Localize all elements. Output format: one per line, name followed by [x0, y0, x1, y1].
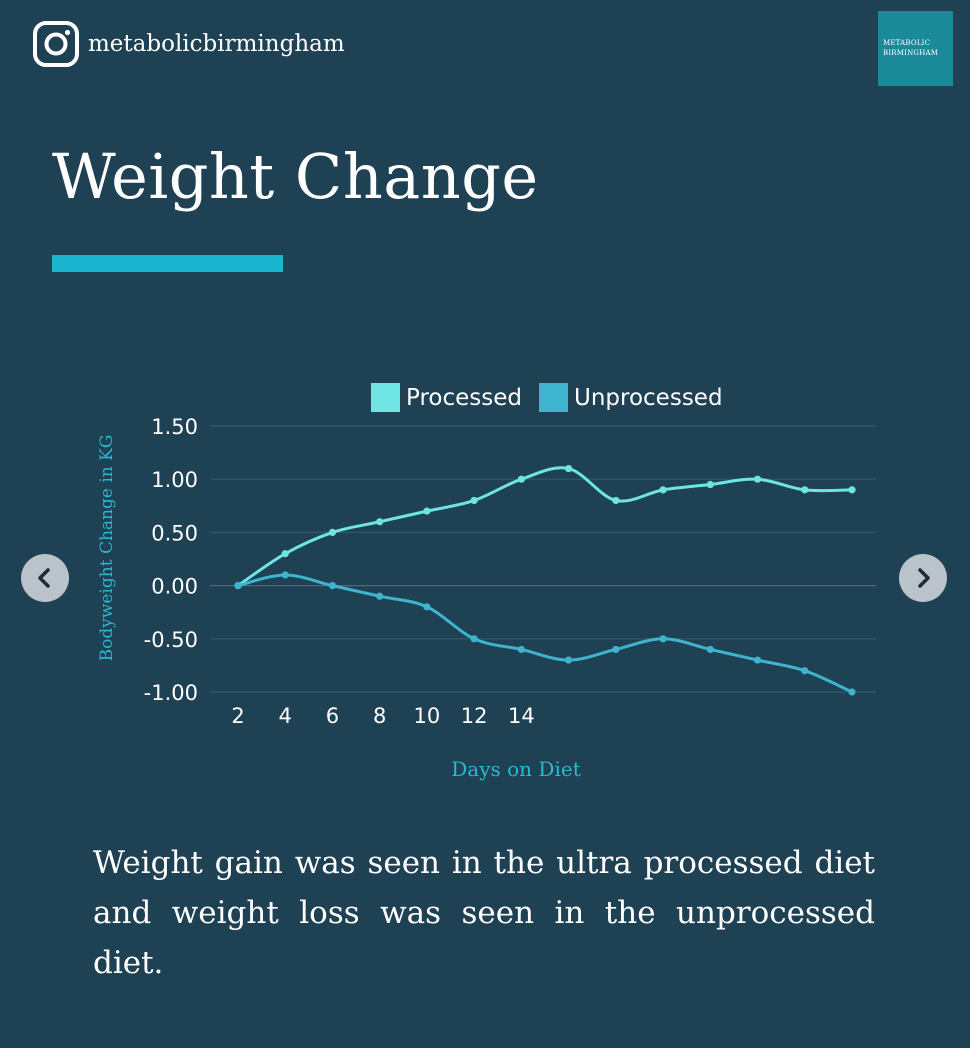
data-point-unprocessed: [565, 656, 573, 664]
chevron-right-icon: [918, 568, 930, 588]
next-slide-button[interactable]: [899, 554, 947, 602]
data-point-processed: [517, 475, 525, 483]
x-tick-label: 8: [373, 704, 386, 728]
x-tick-label: 4: [279, 704, 292, 728]
data-point-unprocessed: [234, 582, 242, 590]
title-underline: [52, 255, 283, 272]
y-tick-label: -0.50: [144, 628, 198, 652]
chart-legend: Processed Unprocessed: [371, 383, 723, 412]
series-line-unprocessed: [237, 573, 853, 694]
data-point-processed: [706, 480, 714, 489]
x-tick-label: 14: [508, 704, 535, 728]
data-point-unprocessed: [328, 582, 337, 590]
instagram-icon[interactable]: [32, 20, 80, 68]
data-point-processed: [376, 518, 384, 526]
y-tick-label: 0.50: [151, 521, 198, 545]
account-header: metabolicbirmingham: [32, 20, 345, 68]
data-point-unprocessed: [801, 667, 809, 675]
logo-line-2: BIRMINGHAM: [883, 49, 939, 57]
data-point-processed: [659, 486, 667, 494]
page-title: Weight Change: [52, 140, 539, 213]
data-point-unprocessed: [612, 645, 620, 654]
x-axis-label: Days on Diet: [451, 757, 580, 781]
data-point-processed: [801, 486, 809, 494]
data-point-unprocessed: [517, 645, 525, 654]
data-point-processed: [848, 486, 856, 494]
x-axis-ticks: 2 4 6 8 10 12 14: [231, 704, 534, 728]
data-point-unprocessed: [706, 645, 714, 654]
data-point-unprocessed: [753, 656, 762, 664]
y-axis-label: Bodyweight Change in KG: [97, 435, 117, 662]
legend-label-unprocessed: Unprocessed: [574, 385, 723, 411]
y-tick-label: 1.00: [151, 468, 198, 492]
caption-text: Weight gain was seen in the ultra proces…: [93, 845, 875, 981]
x-tick-label: 12: [461, 704, 488, 728]
brand-logo: METABOLIC BIRMINGHAM: [878, 11, 953, 86]
legend-swatch-processed: [371, 383, 400, 412]
y-tick-label: 0.00: [151, 575, 198, 599]
chart-series: [234, 464, 856, 696]
data-point-unprocessed: [376, 592, 384, 600]
x-tick-label: 6: [326, 704, 339, 728]
legend-label-processed: Processed: [406, 385, 522, 411]
data-point-processed: [328, 528, 337, 537]
y-tick-label: -1.00: [144, 681, 198, 705]
series-line-processed: [237, 466, 853, 587]
previous-slide-button[interactable]: [21, 554, 69, 602]
y-axis-ticks: 1.50 1.00 0.50 0.00 -0.50 -1.00: [144, 415, 198, 705]
data-point-unprocessed: [281, 571, 289, 579]
data-point-processed: [565, 464, 573, 473]
account-handle[interactable]: metabolicbirmingham: [88, 31, 345, 57]
logo-line-1: METABOLIC: [883, 39, 931, 47]
data-point-unprocessed: [659, 635, 667, 643]
data-point-unprocessed: [470, 635, 478, 643]
data-point-unprocessed: [848, 688, 856, 696]
y-tick-label: 1.50: [151, 415, 198, 439]
data-point-processed: [281, 550, 289, 558]
data-point-processed: [423, 507, 431, 515]
data-point-processed: [612, 496, 620, 505]
legend-swatch-unprocessed: [539, 383, 568, 412]
data-point-processed: [470, 496, 478, 505]
x-tick-label: 10: [414, 704, 441, 728]
data-point-unprocessed: [423, 603, 431, 611]
x-tick-label: 2: [231, 704, 244, 728]
data-point-processed: [753, 475, 762, 483]
chart-grid: [210, 425, 876, 693]
chevron-left-icon: [38, 568, 50, 588]
